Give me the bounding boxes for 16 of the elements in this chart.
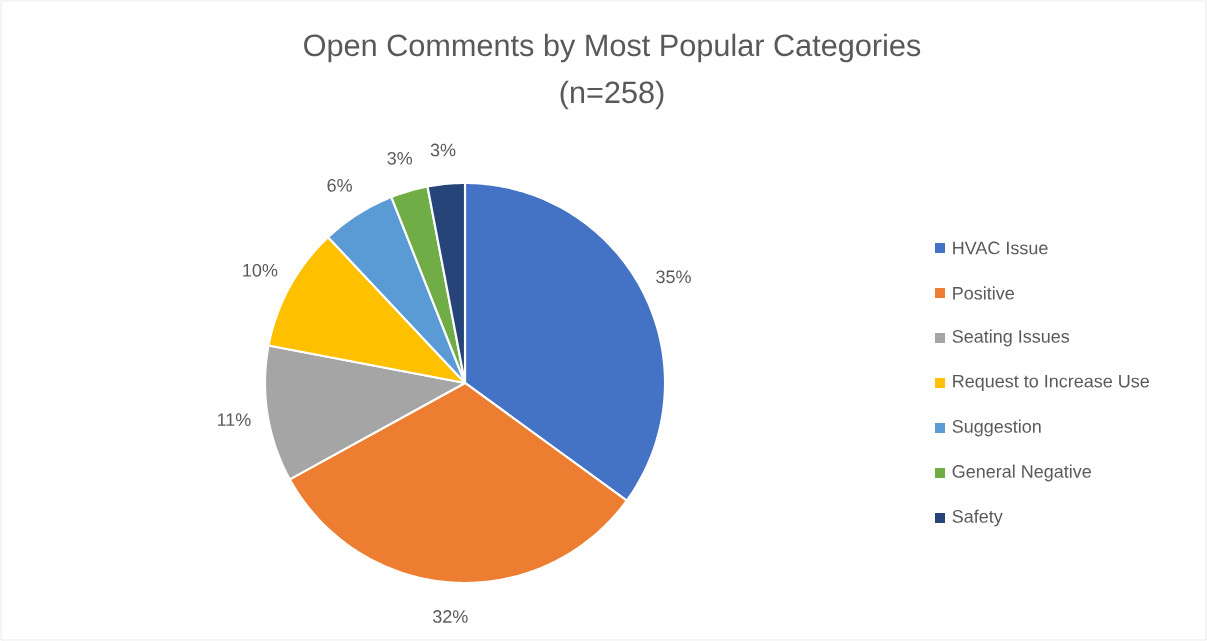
legend-label: Positive — [953, 286, 1014, 300]
legend-label: Suggestion — [952, 419, 1041, 437]
data-label: 3% — [430, 143, 456, 157]
data-label: 32% — [432, 610, 468, 623]
chart-title: Open Comments by Most Popular Categories — [304, 33, 921, 63]
chart-subtitle: (n=258) — [560, 80, 664, 110]
data-label: 10% — [243, 263, 278, 277]
legend-label: General Negative — [952, 464, 1091, 482]
data-label: 3% — [387, 151, 413, 165]
legend-label: HVAC Issue — [953, 241, 1048, 255]
data-label: 35% — [656, 270, 691, 284]
data-label: 11% — [217, 413, 251, 426]
data-label: 6% — [327, 179, 352, 192]
legend-label: Seating Issues — [952, 329, 1070, 347]
legend-label: Safety — [952, 509, 1003, 527]
legend-label: Request to Increase Use — [953, 374, 1149, 392]
